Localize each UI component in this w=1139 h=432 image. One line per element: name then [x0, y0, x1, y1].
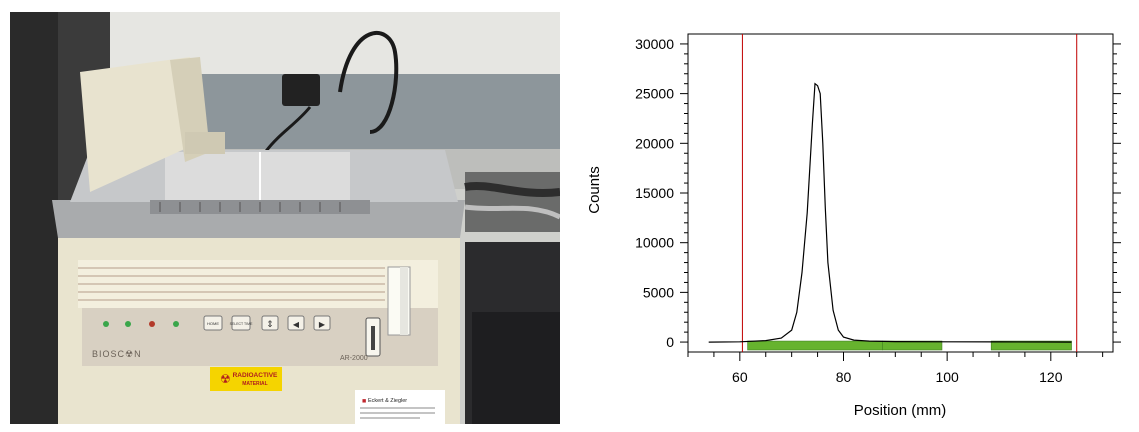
counts-trace: [708, 82, 1072, 343]
y-tick-label: 10000: [635, 235, 674, 251]
status-led: [149, 321, 155, 327]
rail-ticks: [159, 202, 341, 212]
region-2: [882, 340, 943, 351]
radiation-icon: ☢: [220, 372, 231, 386]
y-axis-title: Counts: [586, 166, 603, 214]
region-3: [990, 340, 1072, 351]
right-button[interactable]: [313, 315, 331, 331]
x-axis-title: Position (mm): [854, 402, 947, 419]
chromatogram: 0 5000 10000 15000 20000 25000 30000 60 80 100 12…: [586, 33, 1121, 419]
cable: [338, 31, 399, 134]
integration-regions: [747, 340, 1072, 351]
limit-lines: [741, 34, 1078, 352]
radioactive-text: RADIOACTIVE: [233, 372, 278, 379]
detector-mount: [185, 132, 225, 154]
left-button[interactable]: [287, 315, 305, 331]
x-tick-label: 60: [732, 369, 748, 385]
region-1: [747, 340, 883, 351]
cable-bundle: [465, 172, 560, 232]
power-led: [103, 321, 109, 327]
info-sticker-title: Eckert & Ziegler: [368, 398, 407, 404]
tlc-plate: [165, 152, 350, 200]
y-tick-label: 0: [666, 334, 674, 350]
home-button-label: HOME: [207, 321, 219, 326]
scanner-photo: HOME SELECT TIME ⇕ ◀ ▶ BIOSC☢N AR-2000 ☢…: [10, 12, 560, 424]
cable: [464, 204, 560, 220]
up-down-button[interactable]: [261, 315, 279, 331]
y-tick-label: 20000: [635, 135, 674, 151]
x-axis: 60 80 100 120: [687, 352, 1104, 385]
y-tick-label: 15000: [635, 185, 674, 201]
plot-frame: [687, 33, 1114, 353]
y-tick-label: 30000: [635, 36, 674, 52]
vent-lines: [78, 267, 385, 301]
y-axis: 0 5000 10000 15000 20000 25000 30000: [635, 36, 1121, 350]
sticker-lines: [360, 407, 435, 419]
dark-instrument-front: [472, 312, 560, 424]
cable: [464, 182, 560, 197]
power-adapter: [282, 74, 320, 106]
material-text: MATERIAL: [242, 381, 267, 387]
model-label: AR-2000: [340, 355, 368, 362]
info-sticker: [355, 390, 445, 424]
detector-arm: [80, 57, 200, 192]
x-tick-label: 120: [1039, 369, 1063, 385]
y-tick-label: 5000: [643, 284, 674, 300]
key-slot: [371, 326, 375, 350]
status-led: [125, 321, 131, 327]
gauge-bar: [400, 267, 408, 335]
left-rack: [10, 12, 58, 424]
x-tick-label: 80: [836, 369, 852, 385]
right-arrow-icon: ▶: [319, 320, 326, 329]
radioactive-sticker: [210, 367, 282, 391]
select-time-button[interactable]: [231, 315, 251, 331]
home-button[interactable]: [203, 315, 223, 331]
x-tick-label: 100: [935, 369, 959, 385]
left-arrow-icon: ◀: [293, 320, 300, 329]
y-tick-label: 25000: [635, 86, 674, 102]
logo-icon: ■: [362, 398, 366, 405]
up-down-icon: ⇕: [266, 319, 274, 329]
select-time-button-label: SELECT TIME: [230, 322, 253, 326]
brand-label: BIOSC☢N: [92, 349, 142, 359]
status-led: [173, 321, 179, 327]
